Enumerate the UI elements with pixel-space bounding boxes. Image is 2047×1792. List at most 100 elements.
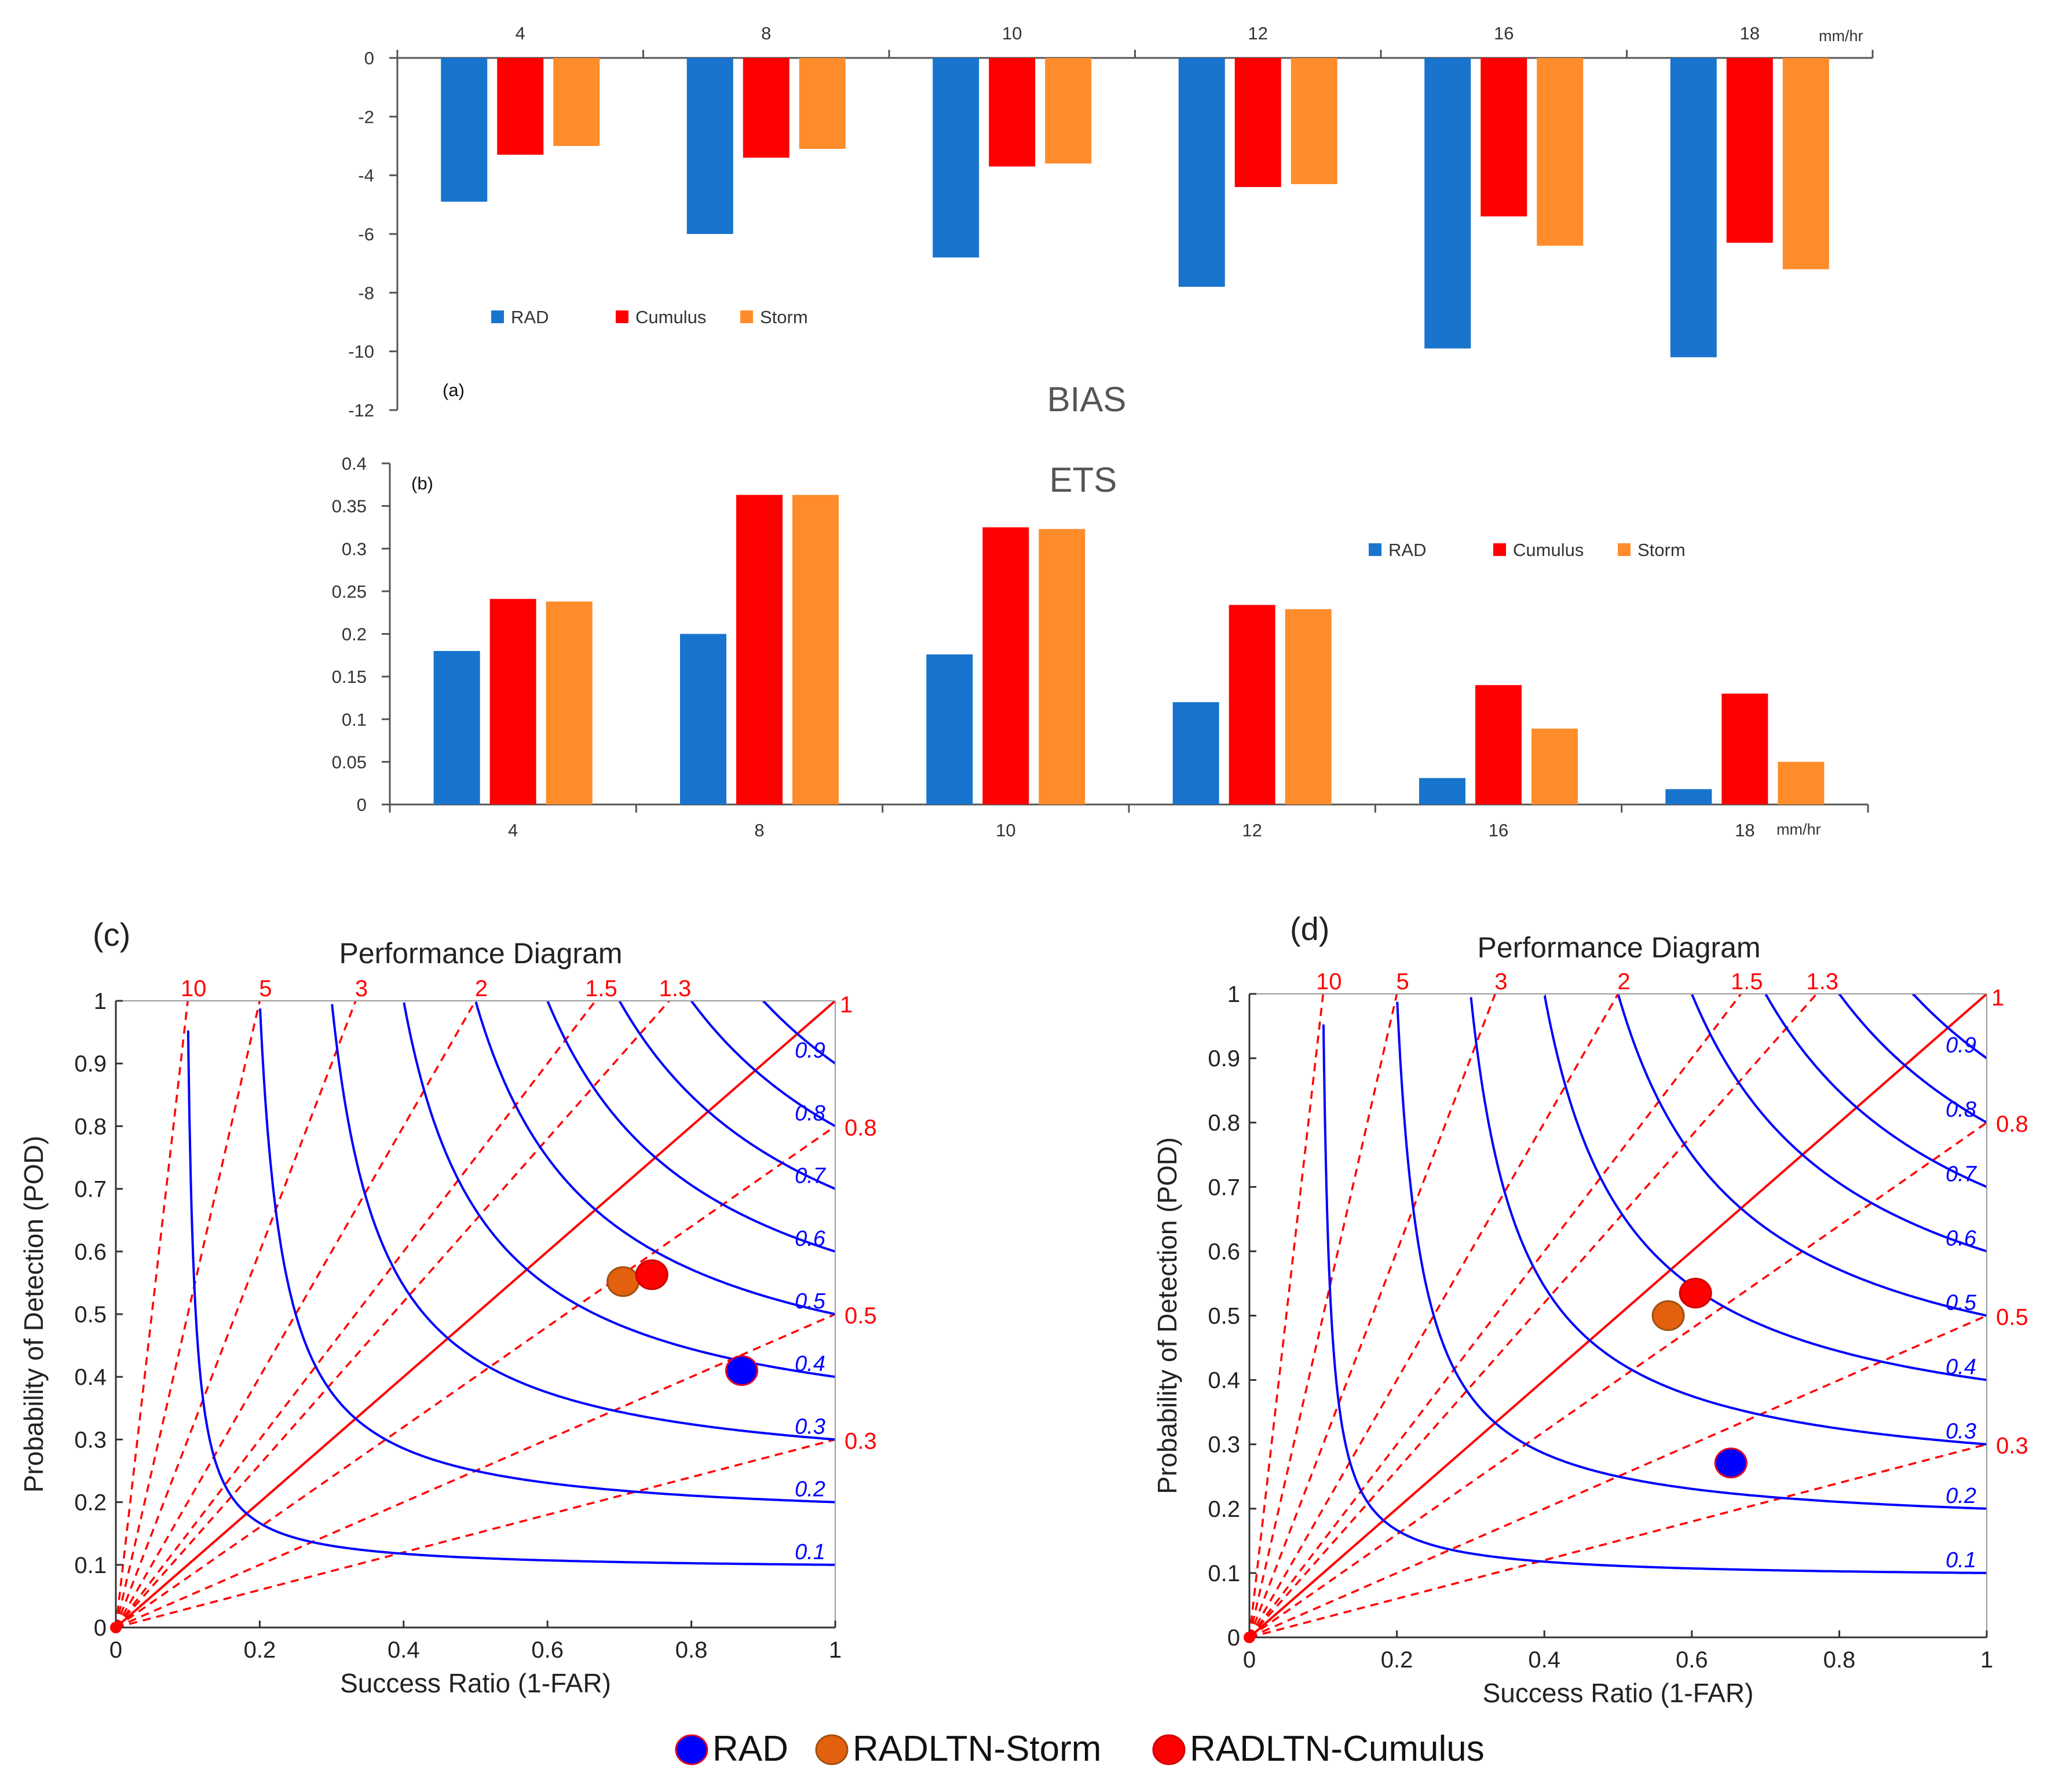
bar-rad-10 [926,654,973,804]
bias-line-0.8 [115,1125,836,1629]
bar-cumulus-16 [1475,685,1522,804]
x-tick-label: 0.2 [244,1637,276,1663]
bar-cumulus-12 [1229,605,1275,804]
y-tick-label: 0.1 [342,710,367,730]
x-tick-label: 0 [1243,1647,1256,1673]
csi-label: 0.2 [795,1478,825,1502]
chart-title: BIAS [1047,380,1127,419]
y-tick-label: 0.2 [342,624,367,645]
bias-line-2 [1248,993,1620,1638]
point-radltn-cumulus [635,1259,668,1290]
legend-swatch-storm [740,310,753,323]
x-tick-label: 4 [508,820,518,840]
x-tick-label: 18 [1740,23,1760,43]
csi-contour-0.7 [1764,994,1987,1188]
x-axis-label: Success Ratio (1-FAR) [1483,1678,1754,1708]
bias-label: 5 [1396,969,1409,994]
x-tick-label: 0.6 [531,1637,564,1663]
bias-line-2 [115,1000,477,1628]
bias-label: 5 [259,976,272,1001]
x-tick-label: 0.4 [388,1637,420,1663]
bar-storm-8 [799,58,846,149]
bar-cumulus-16 [1481,58,1527,217]
y-tick-label: -2 [358,107,374,127]
bias-line-5 [1248,993,1398,1638]
csi-label: 0.5 [1946,1291,1977,1315]
x-tick-label: 0.8 [1823,1647,1856,1673]
y-tick-label: 0.35 [332,496,367,517]
bar-storm-4 [553,58,600,146]
csi-contour-0.3 [1470,996,1987,1446]
y-tick-label: 0.5 [74,1302,107,1327]
csi-contours [1322,994,1987,1574]
csi-contour-0.9 [762,1001,835,1065]
bias-label: 1 [840,992,853,1018]
bar-rad-18 [1665,789,1712,804]
csi-contour-0.7 [619,1001,835,1190]
panel-d: 10 5 3 2 1.5 1.310.80.50.30.10.20.30.40.50.60… [1152,910,2028,1708]
x-tick-label: 0 [109,1637,122,1663]
x-axis-label: Success Ratio (1-FAR) [340,1668,611,1698]
y-tick-label: 0.3 [74,1427,107,1453]
bar-rad-4 [433,650,480,804]
x-tick-label: 16 [1494,23,1514,43]
bias-label: 1.3 [1806,969,1838,994]
bias-label: 0.3 [1996,1433,2028,1459]
y-tick-label: -10 [348,342,374,362]
bar-cumulus-4 [497,58,544,155]
y-tick-label: -4 [358,166,374,186]
bias-line-1 [1248,993,1988,1639]
bar-rad-18 [1670,58,1717,357]
bar-cumulus-18 [1721,693,1768,804]
bias-label: 3 [1494,969,1507,994]
bar-rad-12 [1178,58,1225,287]
bar-cumulus-4 [489,599,536,804]
csi-label: 0.1 [795,1540,825,1564]
legend-label-radltn-storm: RADLTN-Storm [853,1729,1101,1769]
y-tick-label: 0 [94,1615,107,1641]
y-tick-label: 0.1 [1208,1561,1240,1586]
bias-line-0.3 [115,1438,836,1629]
csi-contours [187,1001,835,1566]
legend-label-storm: Storm [1637,540,1686,560]
legend-marker-radltn-storm [815,1734,849,1765]
legend-label-rad: RAD [712,1729,788,1769]
bar-cumulus-18 [1726,58,1773,243]
bar-storm-12 [1291,58,1337,184]
x-tick-label: 0.2 [1381,1647,1413,1673]
panel-label: (a) [443,380,465,400]
panel-label: (d) [1290,910,1329,947]
bar-rad-16 [1419,778,1465,804]
y-tick-label: 0.05 [332,752,367,772]
csi-contour-0.4 [403,1002,835,1378]
bias-label: 0.5 [845,1303,877,1329]
bias-line-1 [115,1000,836,1629]
x-tick-label: 1 [829,1637,842,1663]
panel-b: 0 0.05 0.1 0.15 0.2 0.25 0.3 0.35 0.4 4 8 10 12 16 18 m… [332,454,1869,840]
bar-cumulus-12 [1234,58,1281,187]
x-tick-label: 18 [1735,820,1754,840]
bar-cumulus-8 [736,495,783,804]
bar-storm-4 [546,601,593,804]
unit-label: mm/hr [1776,821,1821,838]
csi-contour-0.1 [187,1030,835,1566]
bias-line-0.8 [1248,1121,1988,1639]
bar-storm-10 [1039,529,1085,804]
point-radltn-storm [1651,1300,1685,1331]
y-tick-label: 1 [94,989,107,1014]
y-tick-label: 0.8 [74,1114,107,1139]
unit-label: mm/hr [1819,27,1863,45]
csi-label: 0.6 [795,1227,826,1251]
csi-contour-0.6 [546,1001,835,1253]
y-tick-label: 0.3 [1208,1432,1240,1458]
bar-storm-12 [1285,609,1332,804]
legend-marker-radltn-cumulus [1152,1734,1186,1765]
panel-label: (c) [93,916,130,953]
legend-swatch-storm [1618,543,1631,556]
bar-rad-8 [680,634,726,804]
bias-line-0.3 [1249,1443,1987,1639]
bias-label: 0.8 [1996,1111,2028,1137]
legend-marker-rad [675,1734,708,1765]
bias-label: 1 [1991,985,2004,1011]
bar-cumulus-8 [743,58,789,158]
